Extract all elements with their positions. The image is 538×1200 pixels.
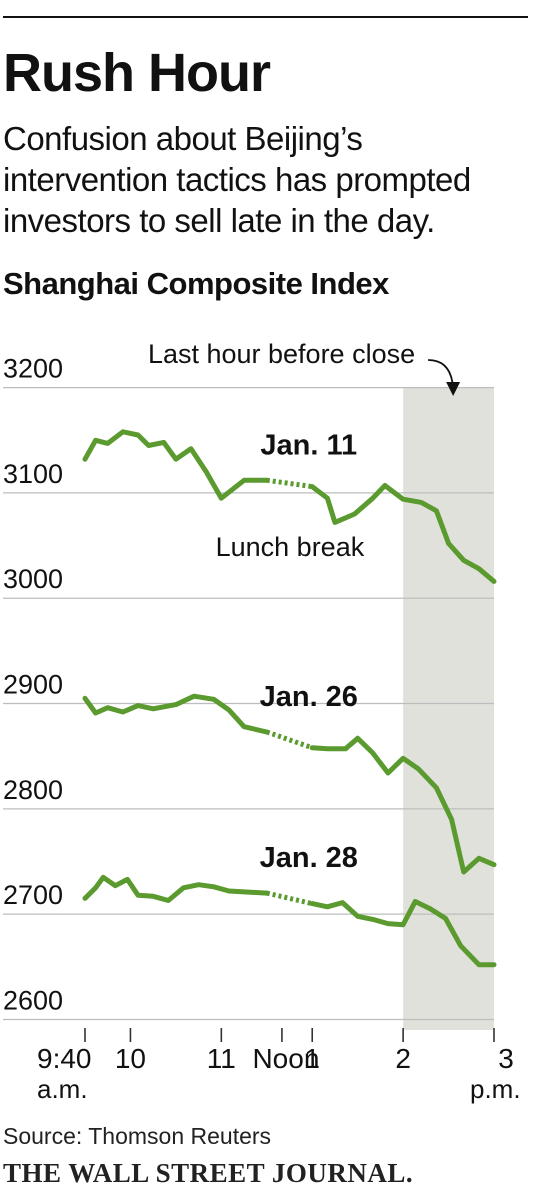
x-tick-label-9:30: 9:40: [37, 1043, 92, 1074]
jan-11-afternoon-line: [309, 483, 497, 584]
arrowhead-icon: [446, 382, 461, 396]
x-tick-label-13:00: 1: [304, 1043, 320, 1074]
series-label-jan-26: Jan. 26: [260, 681, 358, 713]
jan-28-afternoon-line: [309, 899, 497, 968]
jan-26-lunch-dotted: [265, 729, 314, 751]
y-tick-label-3100: 3100: [3, 459, 63, 489]
jan-26-morning-line: [82, 693, 270, 735]
x-tick-label-15:00: 3: [498, 1043, 514, 1074]
x-tick-sublabel-15:00: p.m.: [470, 1074, 521, 1104]
chart-title: Shanghai Composite Index: [3, 266, 389, 301]
jan-28-lunch-dotted: [266, 890, 313, 907]
jan-26-afternoon-line: [309, 735, 497, 875]
y-tick-label-3200: 3200: [3, 354, 63, 384]
last-hour-shade: [403, 387, 494, 1030]
series-label-jan-28: Jan. 28: [260, 842, 358, 874]
publisher-logo: THE WALL STREET JOURNAL.: [3, 1158, 414, 1188]
y-tick-label-2700: 2700: [3, 880, 63, 910]
top-rule: [3, 16, 528, 18]
x-tick-label-12:00: Noon: [252, 1043, 319, 1074]
source-note: Source: Thomson Reuters: [3, 1123, 272, 1149]
x-tick-label-14:00: 2: [395, 1043, 411, 1074]
y-tick-label-3000: 3000: [3, 564, 63, 594]
lunch-break-label: Lunch break: [216, 532, 365, 562]
y-tick-label-2900: 2900: [3, 670, 63, 700]
jan-11-lunch-dotted: [266, 477, 313, 490]
headline: Rush Hour: [3, 43, 271, 103]
series-label-jan-11: Jan. 11: [260, 429, 357, 461]
last-hour-label: Last hour before close: [148, 339, 415, 369]
x-tick-label-11:00: 11: [207, 1043, 236, 1074]
x-tick-sublabel-9:30: a.m.: [37, 1074, 88, 1104]
x-tick-label-10:00: 10: [115, 1043, 146, 1074]
jan-28-morning-line: [82, 874, 270, 903]
jan-11-morning-line: [82, 429, 270, 501]
y-tick-label-2600: 2600: [3, 985, 63, 1015]
subtitle: Confusion about Beijing’s intervention t…: [3, 120, 471, 239]
y-tick-label-2800: 2800: [3, 775, 63, 805]
